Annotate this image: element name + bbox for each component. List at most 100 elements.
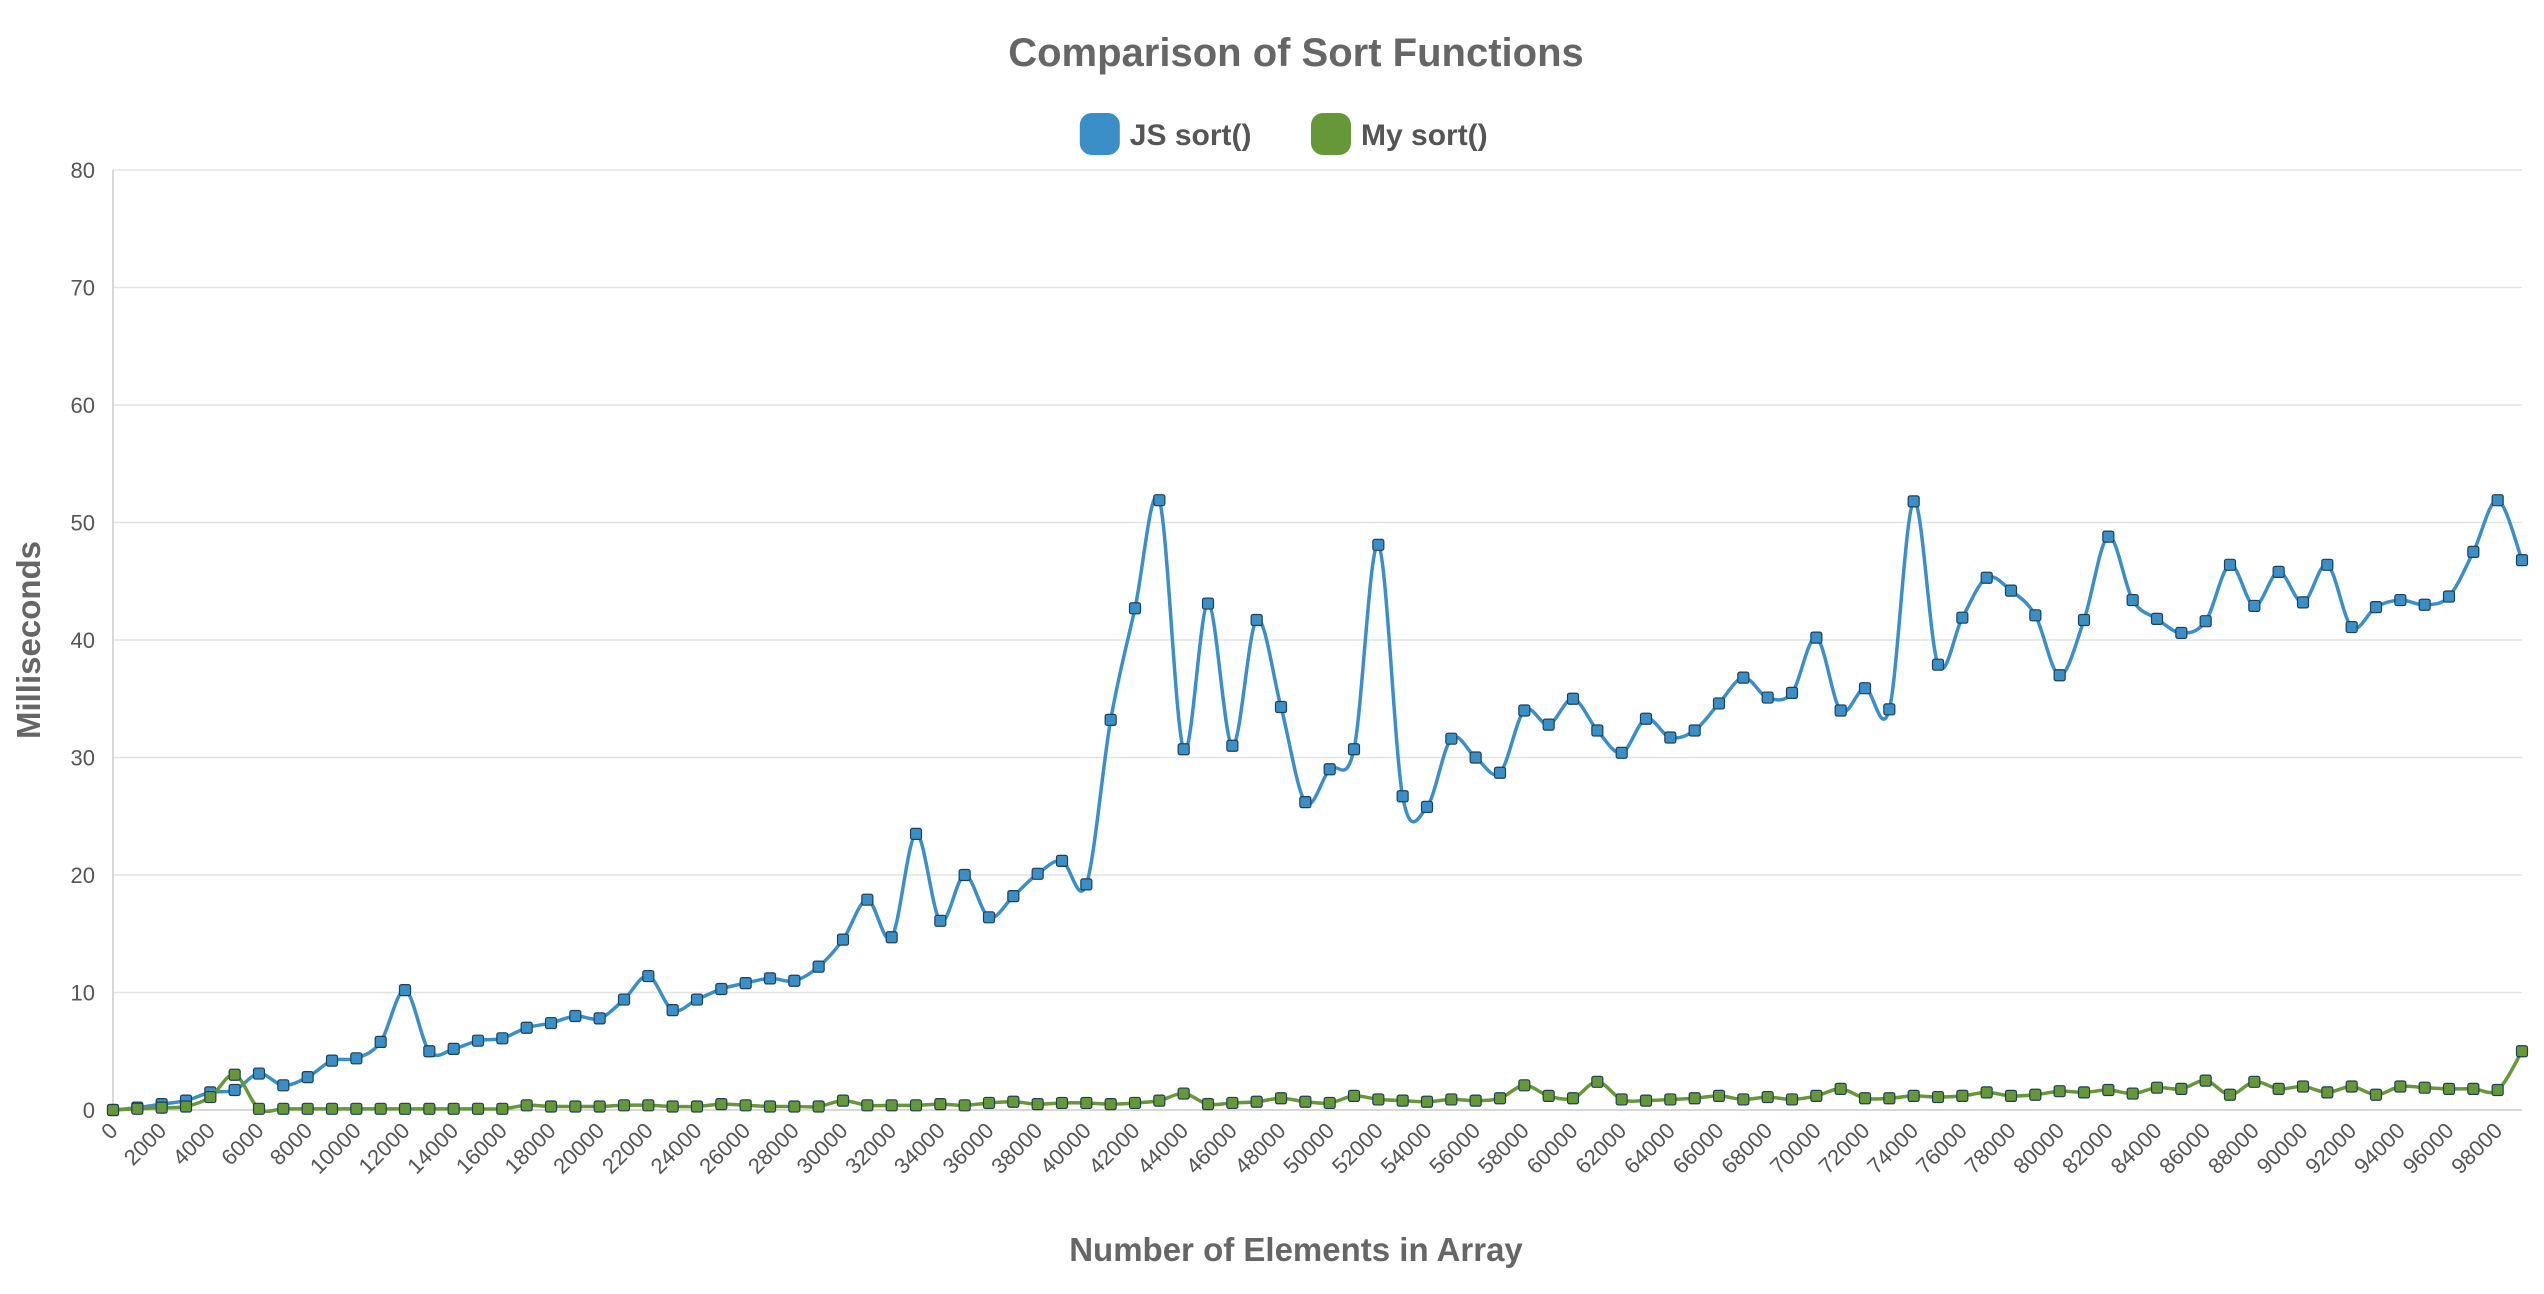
data-point[interactable] xyxy=(982,1096,996,1110)
data-point[interactable] xyxy=(1834,1082,1847,1095)
data-point[interactable] xyxy=(398,1102,412,1115)
data-point[interactable] xyxy=(1153,1094,1166,1107)
legend-swatch[interactable] xyxy=(1079,113,1120,155)
data-point[interactable] xyxy=(788,974,801,987)
data-point[interactable] xyxy=(1274,700,1288,714)
data-point[interactable] xyxy=(301,1070,314,1084)
data-point[interactable] xyxy=(666,1100,679,1113)
data-point[interactable] xyxy=(690,993,704,1006)
data-point[interactable] xyxy=(544,1100,558,1113)
data-point[interactable] xyxy=(1250,613,1263,627)
data-point[interactable] xyxy=(2345,620,2358,634)
data-point[interactable] xyxy=(1007,1095,1020,1108)
data-point[interactable] xyxy=(1299,1095,1312,1108)
data-point[interactable] xyxy=(471,1102,485,1115)
data-point[interactable] xyxy=(885,931,898,944)
data-point[interactable] xyxy=(2150,612,2164,625)
data-point[interactable] xyxy=(1980,1086,1993,1099)
data-point[interactable] xyxy=(228,1083,241,1097)
data-point[interactable] xyxy=(325,1054,339,1067)
data-point[interactable] xyxy=(1469,1094,1482,1107)
data-point[interactable] xyxy=(593,1012,606,1025)
data-point[interactable] xyxy=(1737,671,1750,684)
data-point[interactable] xyxy=(642,969,655,983)
data-point[interactable] xyxy=(1883,703,1896,716)
data-point[interactable] xyxy=(1250,1095,1263,1108)
data-point[interactable] xyxy=(2272,1082,2285,1095)
data-point[interactable] xyxy=(471,1034,485,1047)
data-point[interactable] xyxy=(1980,571,1993,584)
data-point[interactable] xyxy=(2199,1074,2212,1087)
data-point[interactable] xyxy=(350,1052,363,1065)
data-point[interactable] xyxy=(569,1009,582,1023)
data-point[interactable] xyxy=(1347,1089,1361,1103)
data-point[interactable] xyxy=(277,1079,290,1092)
data-point[interactable] xyxy=(2102,1083,2115,1097)
data-point[interactable] xyxy=(2369,600,2383,614)
data-point[interactable] xyxy=(958,868,971,882)
data-point[interactable] xyxy=(252,1102,266,1115)
data-point[interactable] xyxy=(1080,878,1093,891)
data-point[interactable] xyxy=(1956,611,1969,624)
data-point[interactable] xyxy=(1688,724,1701,737)
data-point[interactable] xyxy=(2491,494,2504,507)
data-point[interactable] xyxy=(1664,1093,1677,1106)
data-point[interactable] xyxy=(398,984,412,997)
data-point[interactable] xyxy=(2296,596,2310,609)
data-point[interactable] xyxy=(1542,1089,1555,1103)
data-point[interactable] xyxy=(1080,1096,1093,1110)
data-point[interactable] xyxy=(1615,746,1628,759)
data-point[interactable] xyxy=(2053,1085,2066,1098)
data-point[interactable] xyxy=(1493,1092,1507,1105)
data-point[interactable] xyxy=(2102,530,2115,543)
data-point[interactable] xyxy=(2296,1080,2310,1093)
data-point[interactable] xyxy=(1372,538,1385,551)
data-point[interactable] xyxy=(1810,631,1823,644)
data-point[interactable] xyxy=(2248,1075,2261,1088)
data-point[interactable] xyxy=(2175,1082,2188,1095)
data-point[interactable] xyxy=(1518,704,1531,717)
data-point[interactable] xyxy=(1274,1092,1288,1105)
data-point[interactable] xyxy=(325,1102,339,1115)
data-point[interactable] xyxy=(2126,593,2139,607)
data-point[interactable] xyxy=(1153,494,1166,507)
data-point[interactable] xyxy=(228,1068,241,1081)
data-point[interactable] xyxy=(1226,1096,1239,1110)
data-point[interactable] xyxy=(1128,602,1142,615)
data-point[interactable] xyxy=(423,1102,436,1115)
data-point[interactable] xyxy=(1104,1098,1117,1111)
data-point[interactable] xyxy=(1445,1093,1458,1106)
data-point[interactable] xyxy=(1761,1090,1774,1104)
data-point[interactable] xyxy=(885,1099,898,1112)
data-point[interactable] xyxy=(812,1100,825,1113)
data-point[interactable] xyxy=(544,1016,558,1030)
data-point[interactable] xyxy=(836,933,850,946)
data-point[interactable] xyxy=(715,982,728,996)
data-point[interactable] xyxy=(496,1102,509,1115)
data-point[interactable] xyxy=(1931,658,1945,671)
data-point[interactable] xyxy=(155,1101,168,1114)
data-point[interactable] xyxy=(1372,1093,1385,1106)
data-point[interactable] xyxy=(1007,890,1020,903)
data-point[interactable] xyxy=(1323,763,1336,776)
data-point[interactable] xyxy=(447,1102,460,1115)
data-point[interactable] xyxy=(1177,1087,1190,1100)
data-point[interactable] xyxy=(2150,1081,2164,1094)
data-point[interactable] xyxy=(520,1099,533,1112)
data-point[interactable] xyxy=(569,1100,582,1113)
data-point[interactable] xyxy=(1591,724,1604,737)
data-point[interactable] xyxy=(690,1100,704,1113)
data-point[interactable] xyxy=(1712,1089,1726,1103)
data-point[interactable] xyxy=(1664,731,1677,744)
data-point[interactable] xyxy=(2345,1080,2358,1093)
data-point[interactable] xyxy=(2515,1045,2529,1058)
data-point[interactable] xyxy=(1688,1092,1701,1105)
data-point[interactable] xyxy=(1785,1093,1799,1106)
data-point[interactable] xyxy=(252,1067,266,1080)
data-point[interactable] xyxy=(1785,686,1799,699)
data-point[interactable] xyxy=(1055,854,1069,868)
data-point[interactable] xyxy=(1226,739,1239,752)
data-point[interactable] xyxy=(2467,1082,2480,1095)
data-point[interactable] xyxy=(1810,1089,1823,1103)
data-point[interactable] xyxy=(2053,669,2066,682)
